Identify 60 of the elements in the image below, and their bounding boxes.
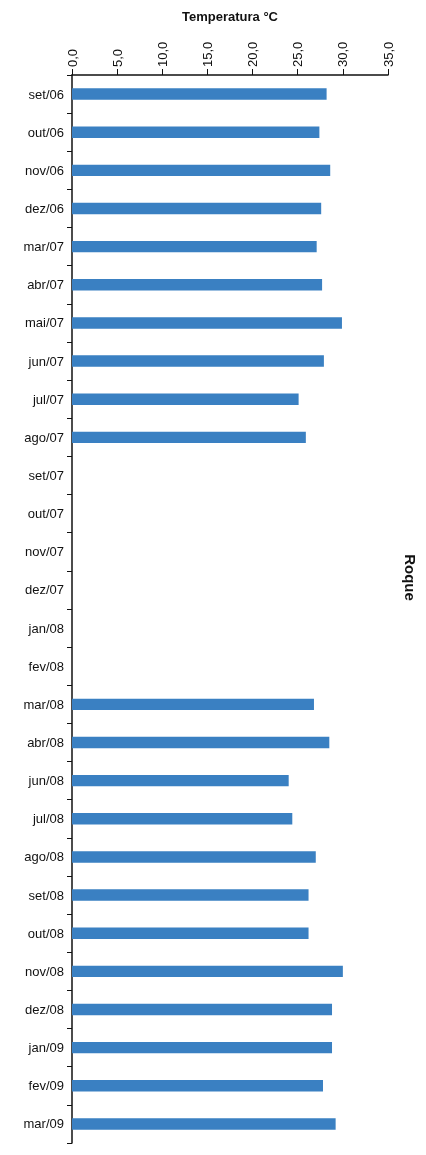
bar — [72, 279, 323, 291]
y-tick-label: dez/07 — [24, 582, 64, 598]
y-tick-label: jan/08 — [27, 620, 64, 636]
y-tick-label: abr/08 — [27, 735, 64, 750]
bar — [72, 202, 322, 215]
y-tick-label: set/08 — [28, 887, 64, 903]
bar — [72, 317, 342, 329]
y-tick-label: dez/08 — [24, 1002, 64, 1017]
x-tick-label: 20,0 — [245, 41, 261, 67]
bar — [72, 889, 309, 901]
y-tick-label: jul/07 — [31, 391, 64, 407]
bar — [72, 774, 289, 787]
bar — [72, 126, 320, 138]
bar — [72, 88, 327, 100]
bar — [72, 698, 314, 711]
x-axis-title: Temperatura °C — [182, 9, 279, 24]
bar — [72, 240, 317, 253]
y-tick-label: abr/07 — [27, 277, 64, 293]
x-tick-label: 10,0 — [154, 41, 170, 67]
bar — [72, 736, 330, 749]
y-tick-label: nov/06 — [24, 162, 64, 178]
bar — [72, 1041, 333, 1054]
y-tick-label: out/07 — [27, 506, 64, 522]
text: Roque — [402, 554, 419, 601]
y-tick-label: dez/06 — [24, 201, 64, 216]
y-tick-label: mar/07 — [23, 239, 64, 255]
y-tick-label: ago/08 — [24, 849, 64, 865]
y-tick-label: set/07 — [28, 468, 64, 483]
y-tick-label: jul/08 — [31, 811, 64, 827]
y-tick-label: nov/08 — [24, 963, 64, 979]
y-tick-label: nov/07 — [24, 544, 64, 560]
x-tick-label: 0,0 — [64, 48, 80, 67]
y-tick-label: out/08 — [27, 925, 64, 941]
bar — [72, 927, 309, 939]
y-tick-label: jun/08 — [27, 773, 64, 789]
y-tick-label: mar/09 — [23, 1116, 64, 1132]
x-tick-label: 5,0 — [109, 48, 125, 67]
bar — [72, 1080, 323, 1092]
x-tick-label: 25,0 — [290, 41, 306, 67]
y-tick-label: jun/07 — [27, 353, 64, 369]
y-tick-label: ago/07 — [24, 429, 64, 445]
y-tick-label: fev/09 — [28, 1078, 64, 1094]
y-tick-label: out/06 — [27, 124, 64, 140]
bar — [72, 393, 299, 405]
bar — [72, 1003, 333, 1016]
bar — [72, 164, 331, 177]
y-tick-label: set/06 — [28, 86, 64, 102]
y-tick-label: fev/08 — [28, 658, 64, 674]
x-tick-label: 15,0 — [199, 41, 215, 67]
bar — [72, 965, 343, 978]
y-tick-label: jan/09 — [27, 1040, 64, 1056]
bar — [72, 813, 293, 825]
y-tick-label: mai/07 — [24, 315, 64, 331]
x-tick-label: 35,0 — [380, 41, 396, 67]
bar — [72, 431, 306, 444]
bar — [72, 355, 324, 367]
x-tick-label: 30,0 — [335, 41, 351, 67]
bar — [72, 851, 316, 863]
bar — [72, 1118, 336, 1130]
y-tick-label: mar/08 — [23, 696, 64, 712]
